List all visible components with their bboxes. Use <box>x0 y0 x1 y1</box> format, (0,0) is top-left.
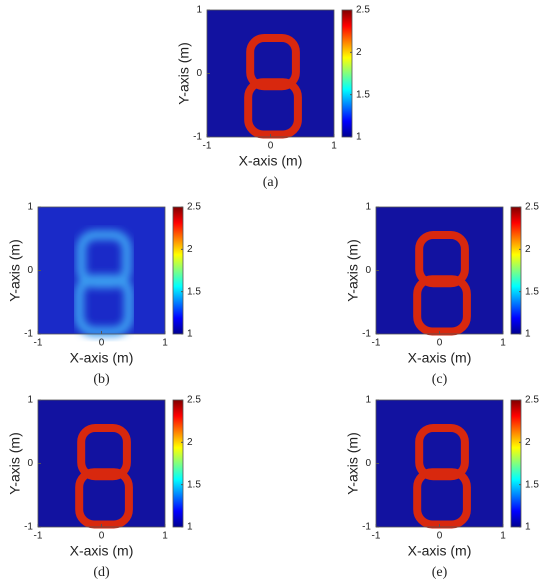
x-tick-label: -1 <box>372 531 381 542</box>
colorbar-tick-label: 2.5 <box>525 202 539 213</box>
colorbar-tick-label: 2.5 <box>525 395 539 406</box>
y-tick-label: 1 <box>27 202 33 213</box>
y-tick-label: 1 <box>27 395 33 406</box>
colorbar-tick-label: 1.5 <box>187 286 201 297</box>
colorbar <box>510 399 522 528</box>
colorbar-tick-label: 2 <box>525 437 531 448</box>
colorbar-tick-label: 1 <box>187 522 193 533</box>
colorbar <box>172 399 184 528</box>
image-background <box>38 400 165 527</box>
x-axis-label: X-axis (m) <box>70 543 134 559</box>
colorbar-tick-label: 1.5 <box>356 89 370 100</box>
lower-loop <box>74 274 134 337</box>
colorbar-tick-label: 2.5 <box>187 395 201 406</box>
colorbar-tick-label: 1.5 <box>187 479 201 490</box>
image-background <box>376 400 503 527</box>
x-axis-label: X-axis (m) <box>408 543 472 559</box>
y-axis-label: Y-axis (m) <box>345 239 361 302</box>
colorbar-tick-label: 1 <box>525 522 531 533</box>
y-tick-label: 0 <box>27 265 33 276</box>
colorbar <box>341 9 353 138</box>
target-shape <box>413 423 471 529</box>
caption: (d) <box>93 565 110 580</box>
y-tick-label: -1 <box>24 329 33 340</box>
x-tick-label: 1 <box>162 338 168 349</box>
x-tick-label: 1 <box>500 338 506 349</box>
y-tick-label: -1 <box>24 522 33 533</box>
colorbar <box>172 206 184 335</box>
image-background <box>376 207 503 334</box>
y-tick-label: 0 <box>365 265 371 276</box>
target-shape <box>74 229 134 337</box>
y-axis-label: Y-axis (m) <box>345 432 361 495</box>
colorbar-tick-label: 2 <box>187 437 193 448</box>
y-tick-label: 1 <box>196 5 202 16</box>
target-shape <box>413 230 471 336</box>
x-axis-label: X-axis (m) <box>70 350 134 366</box>
image-background <box>207 10 334 137</box>
colorbar-tick-label: 1 <box>525 329 531 340</box>
y-tick-label: 1 <box>365 395 371 406</box>
x-tick-label: 0 <box>99 338 105 349</box>
target-shape <box>244 33 302 139</box>
image-background <box>38 207 165 334</box>
y-tick-label: 0 <box>196 68 202 79</box>
colorbar-tick-label: 2 <box>525 244 531 255</box>
lower-loop <box>413 468 471 529</box>
colorbar-tick-label: 1 <box>187 329 193 340</box>
caption: (b) <box>93 372 110 387</box>
y-axis-label: Y-axis (m) <box>7 432 23 495</box>
x-tick-label: 1 <box>331 141 337 152</box>
lower-loop <box>413 275 471 336</box>
panel: -1 0 1 -1 0 1 X-axis (m) Y-axis (m) (b) 1 1.5 2 2.5 <box>7 202 202 388</box>
x-tick-label: 0 <box>437 338 443 349</box>
y-tick-label: 1 <box>365 202 371 213</box>
x-tick-label: 0 <box>268 141 274 152</box>
y-tick-label: -1 <box>193 132 202 143</box>
colorbar-tick-label: 1.5 <box>525 286 539 297</box>
y-tick-label: -1 <box>362 329 371 340</box>
y-tick-label: 0 <box>27 458 33 469</box>
panel: -1 0 1 -1 0 1 X-axis (m) Y-axis (m) (a) 1 1.5 2 2.5 <box>176 5 371 191</box>
caption: (c) <box>432 372 448 387</box>
colorbar <box>510 206 522 335</box>
colorbar-tick-label: 2 <box>187 244 193 255</box>
colorbar-tick-label: 2.5 <box>187 202 201 213</box>
colorbar-tick-label: 2.5 <box>356 5 370 16</box>
lower-loop <box>244 78 302 139</box>
y-axis-label: Y-axis (m) <box>176 42 192 105</box>
colorbar-tick-label: 2 <box>356 47 362 58</box>
colorbar-tick-label: 1.5 <box>525 479 539 490</box>
y-tick-label: -1 <box>362 522 371 533</box>
caption: (a) <box>263 175 279 190</box>
panel: -1 0 1 -1 0 1 X-axis (m) Y-axis (m) (c) 1 1.5 2 2.5 <box>345 202 540 388</box>
target-shape <box>75 423 133 529</box>
x-tick-label: -1 <box>372 338 381 349</box>
panel: -1 0 1 -1 0 1 X-axis (m) Y-axis (m) (d) 1 1.5 2 2.5 <box>7 395 202 581</box>
y-tick-label: 0 <box>365 458 371 469</box>
x-tick-label: 0 <box>99 531 105 542</box>
x-tick-label: 0 <box>437 531 443 542</box>
x-tick-label: -1 <box>34 338 43 349</box>
x-tick-label: -1 <box>34 531 43 542</box>
x-axis-label: X-axis (m) <box>239 153 303 169</box>
lower-loop <box>75 468 133 529</box>
y-axis-label: Y-axis (m) <box>7 239 23 302</box>
x-axis-label: X-axis (m) <box>408 350 472 366</box>
x-tick-label: -1 <box>203 141 212 152</box>
colorbar-tick-label: 1 <box>356 132 362 143</box>
x-tick-label: 1 <box>500 531 506 542</box>
x-tick-label: 1 <box>162 531 168 542</box>
panel: -1 0 1 -1 0 1 X-axis (m) Y-axis (m) (e) 1 1.5 2 2.5 <box>345 395 540 581</box>
caption: (e) <box>432 565 448 580</box>
